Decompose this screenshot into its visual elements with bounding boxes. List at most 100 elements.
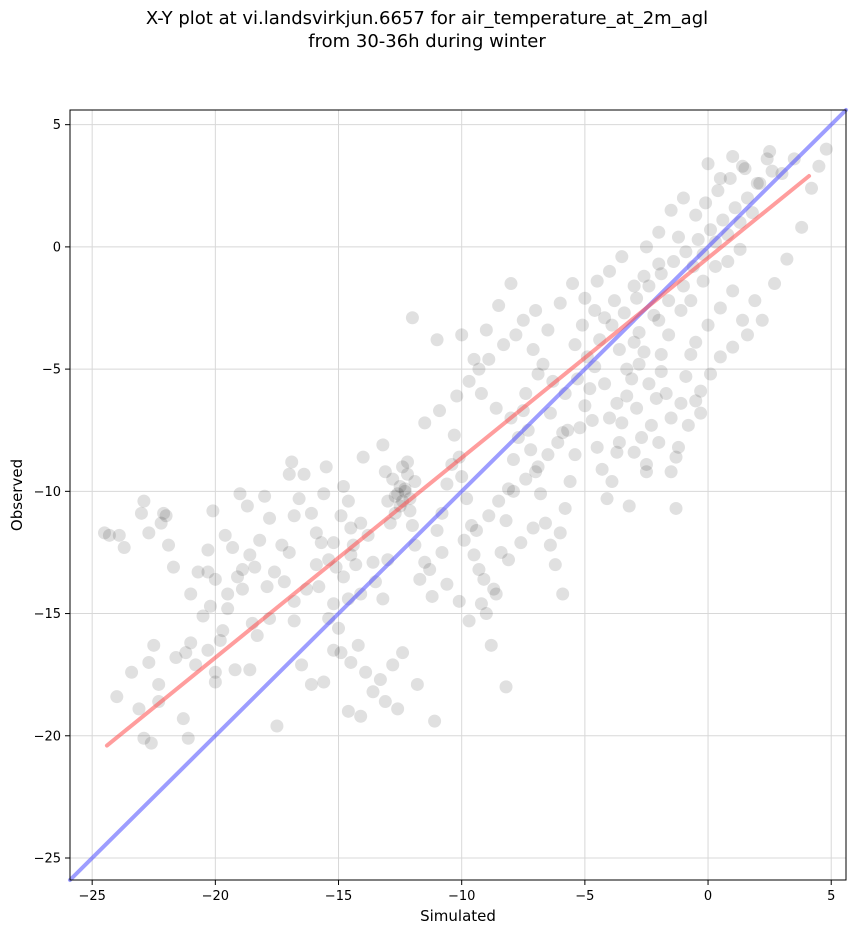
scatter-point <box>336 479 350 493</box>
scatter-point <box>474 597 488 611</box>
y-tick-label: −20 <box>34 729 61 744</box>
scatter-point <box>492 299 506 313</box>
scatter-point <box>561 423 575 437</box>
scatter-point <box>376 592 390 606</box>
y-tick-label: 0 <box>53 240 61 255</box>
scatter-point <box>489 587 503 601</box>
scatter-point <box>472 362 486 376</box>
scatter-point <box>317 487 331 501</box>
scatter-point <box>716 213 730 227</box>
scatter-point <box>208 665 222 679</box>
scatter-point <box>652 435 666 449</box>
scatter-point <box>460 492 474 506</box>
scatter-point <box>524 443 538 457</box>
scatter-point <box>713 171 727 185</box>
scatter-point <box>625 372 639 386</box>
scatter-point <box>553 296 567 310</box>
scatter-point <box>612 343 626 357</box>
scatter-point <box>270 719 284 733</box>
scatter-point <box>423 563 437 577</box>
scatter-point <box>176 712 190 726</box>
scatter-point <box>694 406 708 420</box>
scatter-point <box>635 431 649 445</box>
scatter-point <box>430 523 444 537</box>
scatter-point <box>674 303 688 317</box>
scatter-point <box>482 509 496 523</box>
scatter-point <box>309 558 323 572</box>
scatter-point <box>235 582 249 596</box>
scatter-point <box>492 494 506 508</box>
scatter-point <box>137 731 151 745</box>
scatter-point <box>314 536 328 550</box>
scatter-point <box>632 357 646 371</box>
scatter-point <box>287 614 301 628</box>
scatter-point <box>728 201 742 215</box>
scatter-point <box>684 294 698 308</box>
scatter-point <box>684 347 698 361</box>
scatter-point <box>457 533 471 547</box>
scatter-point <box>334 509 348 523</box>
scatter-point <box>344 655 358 669</box>
scatter-point <box>531 460 545 474</box>
scatter-point <box>462 614 476 628</box>
scatter-point <box>341 704 355 718</box>
scatter-point <box>226 541 240 555</box>
scatter-point <box>455 328 469 342</box>
scatter-point <box>435 545 449 559</box>
scatter-point <box>393 479 407 493</box>
scatter-point <box>499 680 513 694</box>
scatter-point <box>410 677 424 691</box>
scatter-point <box>474 387 488 401</box>
scatter-point <box>812 159 826 173</box>
scatter-point <box>396 460 410 474</box>
scatter-point <box>263 511 277 525</box>
scatter-point <box>497 338 511 352</box>
scatter-point <box>479 323 493 337</box>
scatter-point <box>701 157 715 171</box>
scatter-point <box>689 208 703 222</box>
scatter-point <box>805 181 819 195</box>
scatter-point <box>354 709 368 723</box>
scatter-point <box>750 176 764 190</box>
scatter-point <box>639 465 653 479</box>
scatter-point <box>603 264 617 278</box>
scatter-point <box>110 690 124 704</box>
scatter-point <box>216 624 230 638</box>
scatter-point <box>516 313 530 327</box>
scatter-point <box>763 145 777 159</box>
scatter-point <box>157 506 171 520</box>
scatter-point <box>647 308 661 322</box>
scatter-point <box>726 149 740 163</box>
scatter-point <box>679 369 693 383</box>
scatter-point <box>428 714 442 728</box>
fit-line <box>104 174 812 748</box>
scatter-point <box>191 565 205 579</box>
scatter-point <box>504 277 518 291</box>
scatter-point <box>617 306 631 320</box>
scatter-point <box>585 413 599 427</box>
scatter-point <box>201 643 215 657</box>
scatter-point <box>669 450 683 464</box>
scatter-point <box>605 318 619 332</box>
scatter-point <box>260 580 274 594</box>
x-tick-label: −15 <box>325 889 352 904</box>
axis-ticks: −25 −20 −15 −10 −5 0 5 −25 −20 −15 −10 −5 0 5 <box>34 118 836 904</box>
scatter-point <box>610 445 624 459</box>
scatter-point <box>681 418 695 432</box>
scatter-point <box>711 184 725 198</box>
scatter-point <box>578 399 592 413</box>
scatter-point <box>519 387 533 401</box>
scatter-point <box>142 526 156 540</box>
scatter-point <box>179 646 193 660</box>
scatter-point <box>726 284 740 298</box>
scatter-point <box>487 582 501 596</box>
scatter-point <box>649 391 663 405</box>
scatter-point <box>327 597 341 611</box>
scatter-point <box>228 663 242 677</box>
scatter-point <box>600 492 614 506</box>
scatter-point <box>243 663 257 677</box>
scatter-point <box>388 489 402 503</box>
scatter-point <box>598 377 612 391</box>
scatter-point <box>440 577 454 591</box>
scatter-point <box>287 509 301 523</box>
